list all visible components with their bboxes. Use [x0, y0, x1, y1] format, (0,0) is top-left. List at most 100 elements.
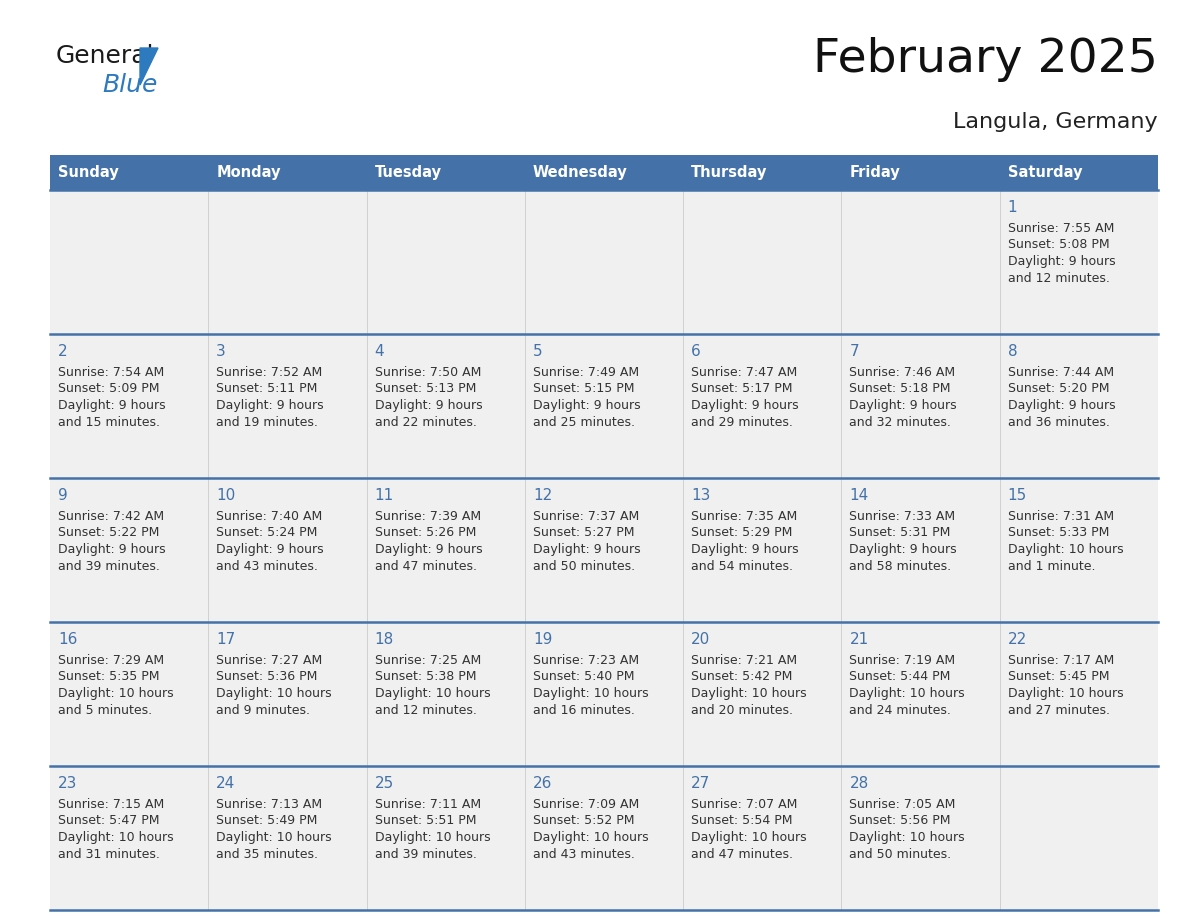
- Text: Sunset: 5:17 PM: Sunset: 5:17 PM: [691, 383, 792, 396]
- Text: Sunset: 5:22 PM: Sunset: 5:22 PM: [58, 527, 159, 540]
- Text: 5: 5: [533, 344, 543, 359]
- Bar: [50, 622, 1158, 766]
- Text: Daylight: 10 hours: Daylight: 10 hours: [849, 831, 965, 844]
- Text: Sunset: 5:35 PM: Sunset: 5:35 PM: [58, 670, 159, 684]
- Bar: [50, 478, 1158, 622]
- Text: Daylight: 9 hours: Daylight: 9 hours: [533, 543, 640, 556]
- Polygon shape: [140, 48, 158, 85]
- Text: Sunset: 5:54 PM: Sunset: 5:54 PM: [691, 814, 792, 827]
- Text: and 39 minutes.: and 39 minutes.: [374, 847, 476, 860]
- Text: 11: 11: [374, 488, 393, 503]
- Text: and 50 minutes.: and 50 minutes.: [849, 847, 952, 860]
- Text: Sunrise: 7:17 AM: Sunrise: 7:17 AM: [1007, 654, 1114, 667]
- Text: Sunrise: 7:27 AM: Sunrise: 7:27 AM: [216, 654, 322, 667]
- Text: and 43 minutes.: and 43 minutes.: [533, 847, 634, 860]
- Text: Sunset: 5:47 PM: Sunset: 5:47 PM: [58, 814, 159, 827]
- Text: 18: 18: [374, 632, 393, 647]
- Text: and 43 minutes.: and 43 minutes.: [216, 559, 318, 573]
- Text: Daylight: 9 hours: Daylight: 9 hours: [374, 543, 482, 556]
- Text: Daylight: 9 hours: Daylight: 9 hours: [58, 399, 165, 412]
- Text: Daylight: 10 hours: Daylight: 10 hours: [691, 687, 807, 700]
- Text: Sunset: 5:27 PM: Sunset: 5:27 PM: [533, 527, 634, 540]
- Text: and 47 minutes.: and 47 minutes.: [374, 559, 476, 573]
- Text: Daylight: 9 hours: Daylight: 9 hours: [216, 399, 324, 412]
- Text: Thursday: Thursday: [691, 165, 767, 180]
- Text: 20: 20: [691, 632, 710, 647]
- Text: Sunrise: 7:11 AM: Sunrise: 7:11 AM: [374, 798, 481, 811]
- Text: Daylight: 10 hours: Daylight: 10 hours: [374, 831, 491, 844]
- Text: 28: 28: [849, 776, 868, 791]
- Text: Sunrise: 7:44 AM: Sunrise: 7:44 AM: [1007, 366, 1114, 379]
- Text: Sunset: 5:49 PM: Sunset: 5:49 PM: [216, 814, 317, 827]
- Text: Sunset: 5:36 PM: Sunset: 5:36 PM: [216, 670, 317, 684]
- Text: Daylight: 9 hours: Daylight: 9 hours: [849, 399, 958, 412]
- Text: and 39 minutes.: and 39 minutes.: [58, 559, 160, 573]
- Text: Daylight: 10 hours: Daylight: 10 hours: [1007, 543, 1124, 556]
- Text: Sunset: 5:42 PM: Sunset: 5:42 PM: [691, 670, 792, 684]
- Text: 26: 26: [533, 776, 552, 791]
- Text: Daylight: 10 hours: Daylight: 10 hours: [58, 831, 173, 844]
- Text: Sunset: 5:33 PM: Sunset: 5:33 PM: [1007, 527, 1110, 540]
- Text: and 22 minutes.: and 22 minutes.: [374, 416, 476, 429]
- Text: 7: 7: [849, 344, 859, 359]
- Text: Sunrise: 7:05 AM: Sunrise: 7:05 AM: [849, 798, 956, 811]
- Text: Tuesday: Tuesday: [374, 165, 442, 180]
- Text: and 9 minutes.: and 9 minutes.: [216, 703, 310, 717]
- Text: 21: 21: [849, 632, 868, 647]
- Text: Sunrise: 7:23 AM: Sunrise: 7:23 AM: [533, 654, 639, 667]
- Text: Sunrise: 7:33 AM: Sunrise: 7:33 AM: [849, 510, 955, 523]
- Text: and 32 minutes.: and 32 minutes.: [849, 416, 952, 429]
- Text: 1: 1: [1007, 200, 1017, 215]
- Text: Sunrise: 7:55 AM: Sunrise: 7:55 AM: [1007, 222, 1114, 235]
- Text: 15: 15: [1007, 488, 1026, 503]
- Text: Daylight: 9 hours: Daylight: 9 hours: [216, 543, 324, 556]
- Text: Sunset: 5:56 PM: Sunset: 5:56 PM: [849, 814, 950, 827]
- Text: and 1 minute.: and 1 minute.: [1007, 559, 1095, 573]
- Text: 8: 8: [1007, 344, 1017, 359]
- Text: 4: 4: [374, 344, 384, 359]
- Text: 3: 3: [216, 344, 226, 359]
- Text: Sunset: 5:45 PM: Sunset: 5:45 PM: [1007, 670, 1110, 684]
- Text: Sunset: 5:08 PM: Sunset: 5:08 PM: [1007, 239, 1110, 252]
- Text: 17: 17: [216, 632, 235, 647]
- Text: 10: 10: [216, 488, 235, 503]
- Text: Sunset: 5:13 PM: Sunset: 5:13 PM: [374, 383, 476, 396]
- Text: Daylight: 10 hours: Daylight: 10 hours: [374, 687, 491, 700]
- Text: Sunrise: 7:40 AM: Sunrise: 7:40 AM: [216, 510, 322, 523]
- Text: and 31 minutes.: and 31 minutes.: [58, 847, 160, 860]
- Text: 2: 2: [58, 344, 68, 359]
- Text: Sunrise: 7:54 AM: Sunrise: 7:54 AM: [58, 366, 164, 379]
- Text: Daylight: 10 hours: Daylight: 10 hours: [849, 687, 965, 700]
- Text: Sunrise: 7:19 AM: Sunrise: 7:19 AM: [849, 654, 955, 667]
- Text: Sunrise: 7:42 AM: Sunrise: 7:42 AM: [58, 510, 164, 523]
- Text: 22: 22: [1007, 632, 1026, 647]
- Text: Langula, Germany: Langula, Germany: [954, 112, 1158, 132]
- Text: and 12 minutes.: and 12 minutes.: [374, 703, 476, 717]
- Text: Sunset: 5:20 PM: Sunset: 5:20 PM: [1007, 383, 1110, 396]
- Text: Sunrise: 7:21 AM: Sunrise: 7:21 AM: [691, 654, 797, 667]
- Text: and 50 minutes.: and 50 minutes.: [533, 559, 634, 573]
- Text: 9: 9: [58, 488, 68, 503]
- Text: Daylight: 9 hours: Daylight: 9 hours: [691, 543, 798, 556]
- Text: Friday: Friday: [849, 165, 901, 180]
- Text: Blue: Blue: [102, 73, 157, 97]
- Text: Sunset: 5:52 PM: Sunset: 5:52 PM: [533, 814, 634, 827]
- Text: Daylight: 9 hours: Daylight: 9 hours: [849, 543, 958, 556]
- Text: General: General: [56, 44, 154, 68]
- Text: Sunset: 5:18 PM: Sunset: 5:18 PM: [849, 383, 950, 396]
- Text: Sunset: 5:15 PM: Sunset: 5:15 PM: [533, 383, 634, 396]
- Bar: [50, 334, 1158, 478]
- Text: Sunset: 5:09 PM: Sunset: 5:09 PM: [58, 383, 159, 396]
- Text: 25: 25: [374, 776, 393, 791]
- Text: Sunset: 5:29 PM: Sunset: 5:29 PM: [691, 527, 792, 540]
- Text: Sunset: 5:31 PM: Sunset: 5:31 PM: [849, 527, 950, 540]
- Text: Sunset: 5:24 PM: Sunset: 5:24 PM: [216, 527, 317, 540]
- Text: 27: 27: [691, 776, 710, 791]
- Text: and 19 minutes.: and 19 minutes.: [216, 416, 318, 429]
- Text: Daylight: 10 hours: Daylight: 10 hours: [533, 687, 649, 700]
- Text: 24: 24: [216, 776, 235, 791]
- Text: Sunrise: 7:49 AM: Sunrise: 7:49 AM: [533, 366, 639, 379]
- Text: Sunrise: 7:46 AM: Sunrise: 7:46 AM: [849, 366, 955, 379]
- Bar: [50, 155, 1158, 190]
- Text: and 20 minutes.: and 20 minutes.: [691, 703, 794, 717]
